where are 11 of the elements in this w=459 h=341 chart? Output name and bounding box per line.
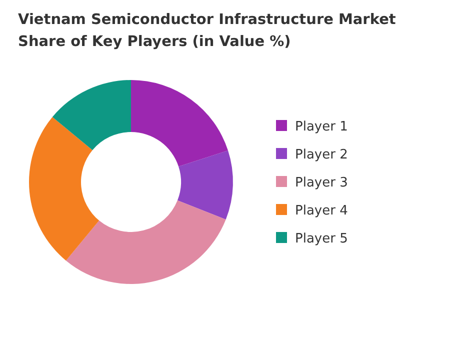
donut-slice	[66, 200, 226, 284]
legend-label: Player 2	[295, 148, 348, 163]
chart-title: Vietnam Semiconductor Infrastructure Market Share of Key Players (in Value %)	[18, 12, 396, 50]
donut-slice	[52, 80, 131, 150]
legend-label: Player 1	[295, 120, 348, 135]
legend-label: Player 5	[295, 232, 348, 247]
donut-slice	[177, 150, 233, 220]
legend-label: Player 3	[295, 176, 348, 191]
legend-label: Player 4	[295, 204, 348, 219]
donut-slice	[29, 116, 100, 261]
donut-slice	[131, 80, 228, 167]
